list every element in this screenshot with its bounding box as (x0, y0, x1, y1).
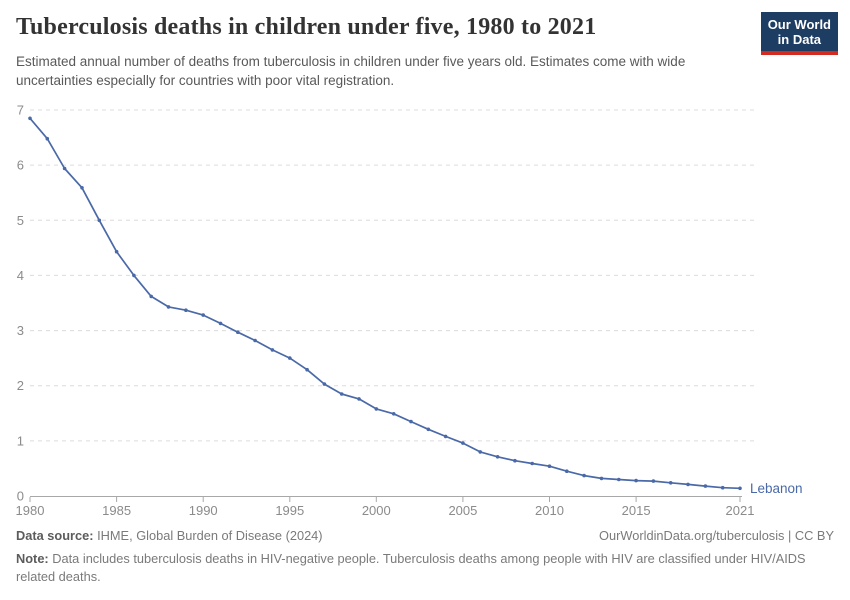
y-tick-label: 4 (17, 268, 24, 283)
footer-source-row: Data source: IHME, Global Burden of Dise… (16, 527, 834, 545)
y-tick-label: 0 (17, 489, 24, 504)
data-point[interactable] (686, 482, 690, 487)
data-point[interactable] (738, 486, 742, 491)
note-label: Note: (16, 551, 49, 566)
data-point[interactable] (132, 273, 136, 278)
data-point[interactable] (478, 450, 483, 454)
data-point[interactable] (565, 469, 569, 474)
data-point[interactable] (703, 484, 708, 488)
x-tick-label: 1980 (16, 503, 45, 518)
data-point[interactable] (443, 434, 448, 439)
data-point[interactable] (288, 356, 292, 360)
owid-logo-line1: Our World (767, 17, 831, 32)
note-text: Data includes tuberculosis deaths in HIV… (16, 551, 806, 584)
x-tick-label: 1985 (102, 503, 131, 518)
data-point[interactable] (114, 249, 119, 254)
data-point[interactable] (461, 441, 465, 445)
chart-footer: Data source: IHME, Global Burden of Dise… (16, 527, 834, 586)
x-tick-label: 2005 (448, 503, 477, 518)
owid-link[interactable]: OurWorldinData.org/tuberculosis | CC BY (599, 528, 834, 543)
y-tick-label: 6 (17, 158, 24, 173)
x-tick-label: 1990 (189, 503, 218, 518)
data-point[interactable] (530, 461, 534, 466)
data-point[interactable] (651, 479, 656, 483)
data-point[interactable] (97, 218, 102, 223)
owid-logo[interactable]: Our World in Data (760, 12, 838, 55)
data-point[interactable] (166, 305, 171, 309)
data-point[interactable] (357, 397, 361, 401)
x-tick-label: 2015 (622, 503, 651, 518)
series-end-label[interactable]: Lebanon (750, 481, 803, 496)
data-point[interactable] (720, 485, 725, 490)
data-point[interactable] (28, 116, 32, 121)
data-point[interactable] (426, 427, 431, 432)
data-point[interactable] (80, 186, 84, 190)
y-tick-label: 5 (17, 213, 24, 228)
y-tick-label: 3 (17, 323, 24, 338)
data-point[interactable] (149, 294, 153, 299)
chart-subtitle: Estimated annual number of deaths from t… (16, 54, 686, 88)
data-point[interactable] (634, 478, 638, 483)
owid-logo-line2: in Data (777, 32, 822, 47)
data-point[interactable] (184, 308, 188, 312)
line-chart: 0 1 2 3 4 5 6 7 1980 1985 1990 1995 2000 2005 2010 2015… (0, 100, 850, 520)
data-point[interactable] (513, 458, 517, 463)
data-point[interactable] (668, 481, 673, 485)
x-tick-label: 2010 (535, 503, 564, 518)
y-tick-label: 1 (17, 433, 24, 448)
data-point[interactable] (270, 348, 275, 352)
data-point[interactable] (322, 382, 327, 386)
data-point[interactable] (409, 419, 413, 424)
x-tick-label: 1995 (275, 503, 304, 518)
data-line[interactable] (29, 117, 741, 490)
data-point[interactable] (582, 473, 586, 478)
data-point[interactable] (617, 477, 621, 482)
y-tick-label: 2 (17, 378, 24, 393)
data-point[interactable] (547, 464, 552, 469)
data-source-text: IHME, Global Burden of Disease (2024) (93, 528, 323, 543)
data-point[interactable] (495, 455, 500, 459)
data-point[interactable] (374, 407, 379, 411)
data-point[interactable] (236, 330, 240, 334)
data-point[interactable] (339, 392, 344, 396)
data-point[interactable] (599, 476, 604, 481)
footer-note: Note: Data includes tuberculosis deaths … (16, 550, 834, 586)
chart-header: Tuberculosis deaths in children under fi… (16, 12, 838, 55)
data-point[interactable] (201, 313, 205, 317)
page-title: Tuberculosis deaths in children under fi… (16, 14, 597, 40)
data-source: Data source: IHME, Global Burden of Dise… (16, 527, 323, 545)
data-source-label: Data source: (16, 528, 94, 543)
data-point[interactable] (218, 321, 223, 326)
line-chart-svg: 0 1 2 3 4 5 6 7 1980 1985 1990 1995 2000 2005 2010 2015… (16, 103, 803, 519)
y-tick-label: 7 (17, 103, 24, 118)
data-point[interactable] (45, 136, 50, 141)
data-point[interactable] (305, 367, 309, 372)
data-point[interactable] (391, 412, 396, 416)
data-point[interactable] (62, 166, 67, 171)
x-tick-label: 2021 (726, 503, 755, 518)
data-point[interactable] (253, 338, 257, 343)
x-tick-label: 2000 (362, 503, 391, 518)
